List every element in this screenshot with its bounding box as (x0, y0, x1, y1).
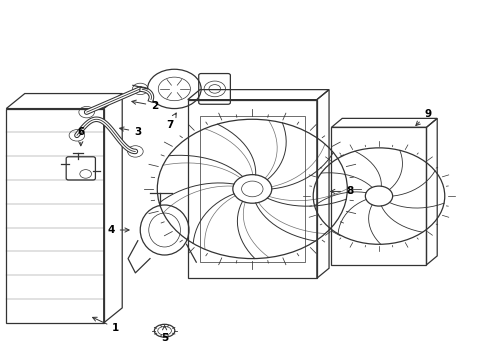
Text: 3: 3 (120, 127, 142, 137)
Text: 1: 1 (93, 317, 120, 333)
Text: 7: 7 (166, 113, 176, 130)
Text: 2: 2 (132, 100, 158, 111)
Text: 9: 9 (416, 109, 431, 126)
Text: 5: 5 (161, 326, 168, 343)
Text: 8: 8 (331, 186, 353, 197)
Text: 6: 6 (77, 127, 84, 146)
Text: 4: 4 (107, 225, 129, 235)
